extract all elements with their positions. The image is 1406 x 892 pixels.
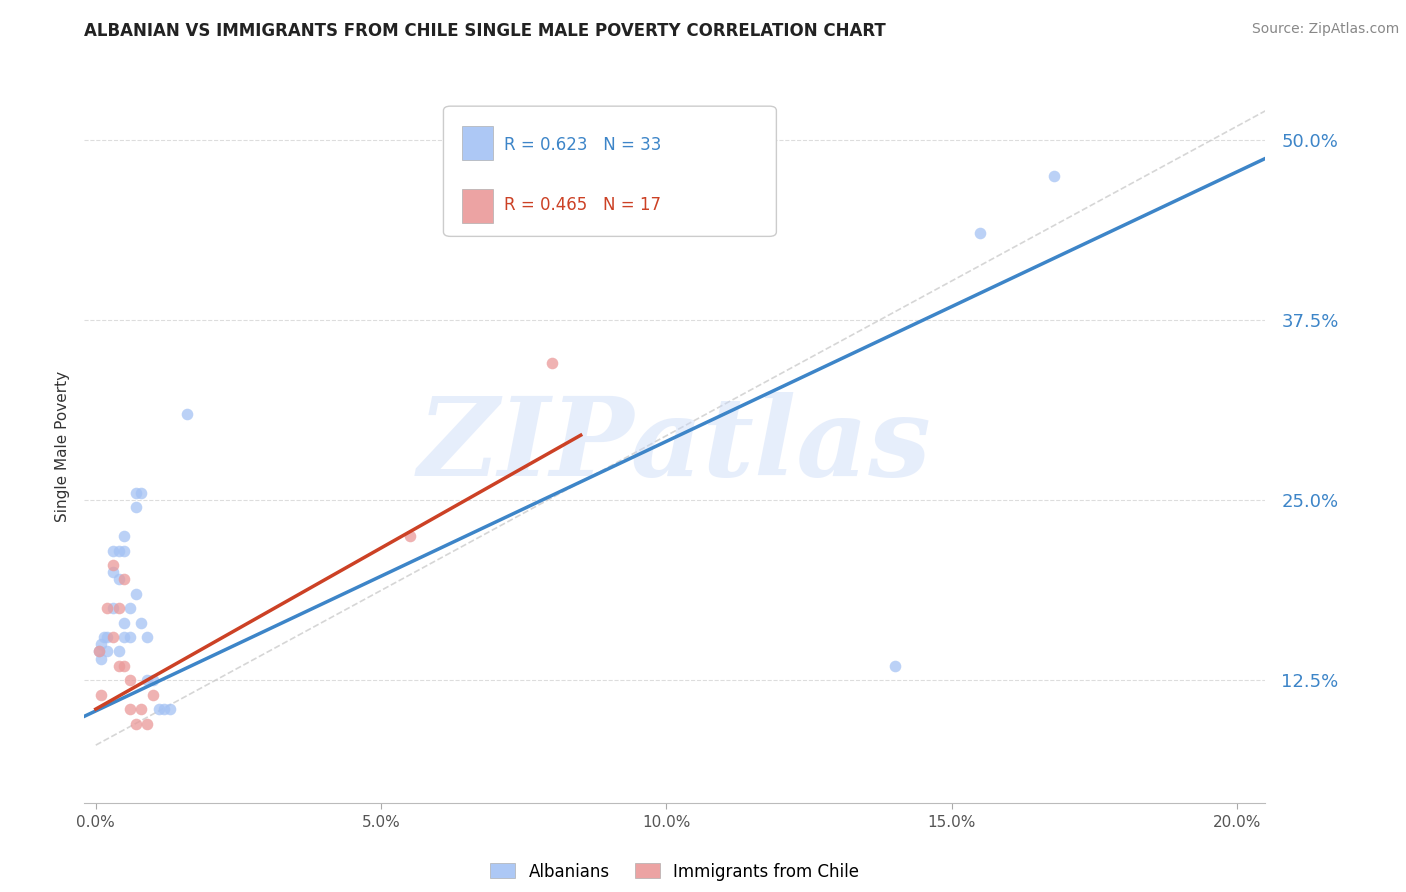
Text: Source: ZipAtlas.com: Source: ZipAtlas.com xyxy=(1251,22,1399,37)
Y-axis label: Single Male Poverty: Single Male Poverty xyxy=(55,370,70,522)
Point xyxy=(159,702,181,716)
Point xyxy=(90,688,112,702)
Point xyxy=(96,644,118,658)
Point xyxy=(107,572,129,586)
Point xyxy=(112,615,135,630)
Point xyxy=(131,615,153,630)
Point xyxy=(118,673,141,688)
Point xyxy=(883,658,905,673)
Point xyxy=(153,702,176,716)
Text: ZIPatlas: ZIPatlas xyxy=(418,392,932,500)
Point xyxy=(136,673,159,688)
Point xyxy=(541,356,564,370)
Point xyxy=(112,572,135,586)
Point xyxy=(125,486,148,500)
Point xyxy=(969,227,991,241)
Point xyxy=(87,644,110,658)
Point xyxy=(142,688,165,702)
Point xyxy=(118,630,141,644)
Point xyxy=(107,601,129,615)
Point xyxy=(142,673,165,688)
Point xyxy=(101,543,124,558)
Point xyxy=(107,644,129,658)
Point xyxy=(101,601,124,615)
Point xyxy=(125,716,148,731)
Point xyxy=(131,702,153,716)
Point xyxy=(93,630,115,644)
Point xyxy=(96,630,118,644)
Point xyxy=(125,587,148,601)
Point xyxy=(131,486,153,500)
Text: ALBANIAN VS IMMIGRANTS FROM CHILE SINGLE MALE POVERTY CORRELATION CHART: ALBANIAN VS IMMIGRANTS FROM CHILE SINGLE… xyxy=(84,22,886,40)
Point xyxy=(107,658,129,673)
Point xyxy=(101,558,124,572)
Point xyxy=(118,702,141,716)
Point xyxy=(112,529,135,543)
Legend: Albanians, Immigrants from Chile: Albanians, Immigrants from Chile xyxy=(484,856,866,888)
Point xyxy=(176,407,198,421)
Point xyxy=(112,543,135,558)
Point xyxy=(136,630,159,644)
Point xyxy=(101,630,124,644)
Text: R = 0.623   N = 33: R = 0.623 N = 33 xyxy=(503,136,661,153)
Point xyxy=(107,543,129,558)
Point xyxy=(90,637,112,651)
Point xyxy=(118,601,141,615)
Point xyxy=(112,630,135,644)
Point xyxy=(1043,169,1066,183)
Point xyxy=(101,565,124,579)
Point xyxy=(112,658,135,673)
Point xyxy=(96,601,118,615)
Point xyxy=(148,702,170,716)
Point xyxy=(87,644,110,658)
Point xyxy=(136,716,159,731)
Point xyxy=(125,500,148,515)
Text: R = 0.465   N = 17: R = 0.465 N = 17 xyxy=(503,196,661,214)
Point xyxy=(398,529,420,543)
Point xyxy=(90,651,112,665)
